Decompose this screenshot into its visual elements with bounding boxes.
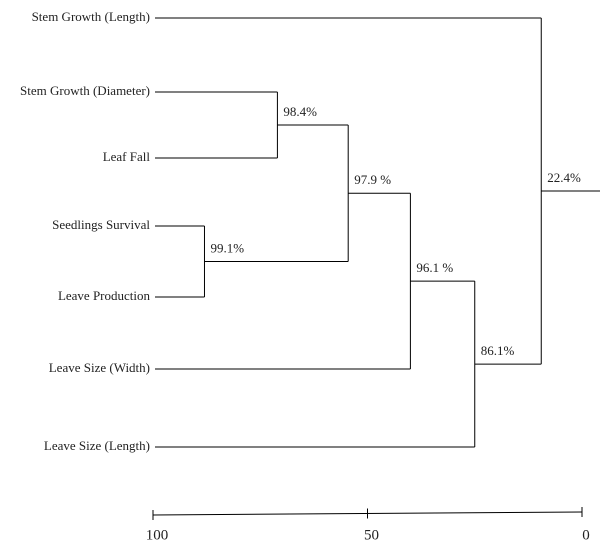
merge-label: 86.1% bbox=[481, 343, 515, 358]
leaf-label: Leave Size (Length) bbox=[44, 438, 150, 453]
merge-label: 98.4% bbox=[283, 104, 317, 119]
merge-label: 96.1 % bbox=[416, 260, 453, 275]
leaf-label: Stem Growth (Length) bbox=[32, 9, 150, 24]
leaf-label: Stem Growth (Diameter) bbox=[20, 83, 150, 98]
leaf-label: Leave Size (Width) bbox=[49, 360, 150, 375]
x-tick-label: 50 bbox=[364, 527, 379, 543]
merge-label: 22.4% bbox=[547, 170, 581, 185]
merge-label: 97.9 % bbox=[354, 172, 391, 187]
x-tick-label: 0 bbox=[582, 527, 590, 543]
x-tick-label: 100 bbox=[146, 527, 169, 543]
merge-label: 99.1% bbox=[210, 240, 244, 255]
leaf-label: Seedlings Survival bbox=[52, 217, 150, 232]
leaf-label: Leave Production bbox=[58, 288, 151, 303]
leaf-label: Leaf Fall bbox=[103, 149, 151, 164]
